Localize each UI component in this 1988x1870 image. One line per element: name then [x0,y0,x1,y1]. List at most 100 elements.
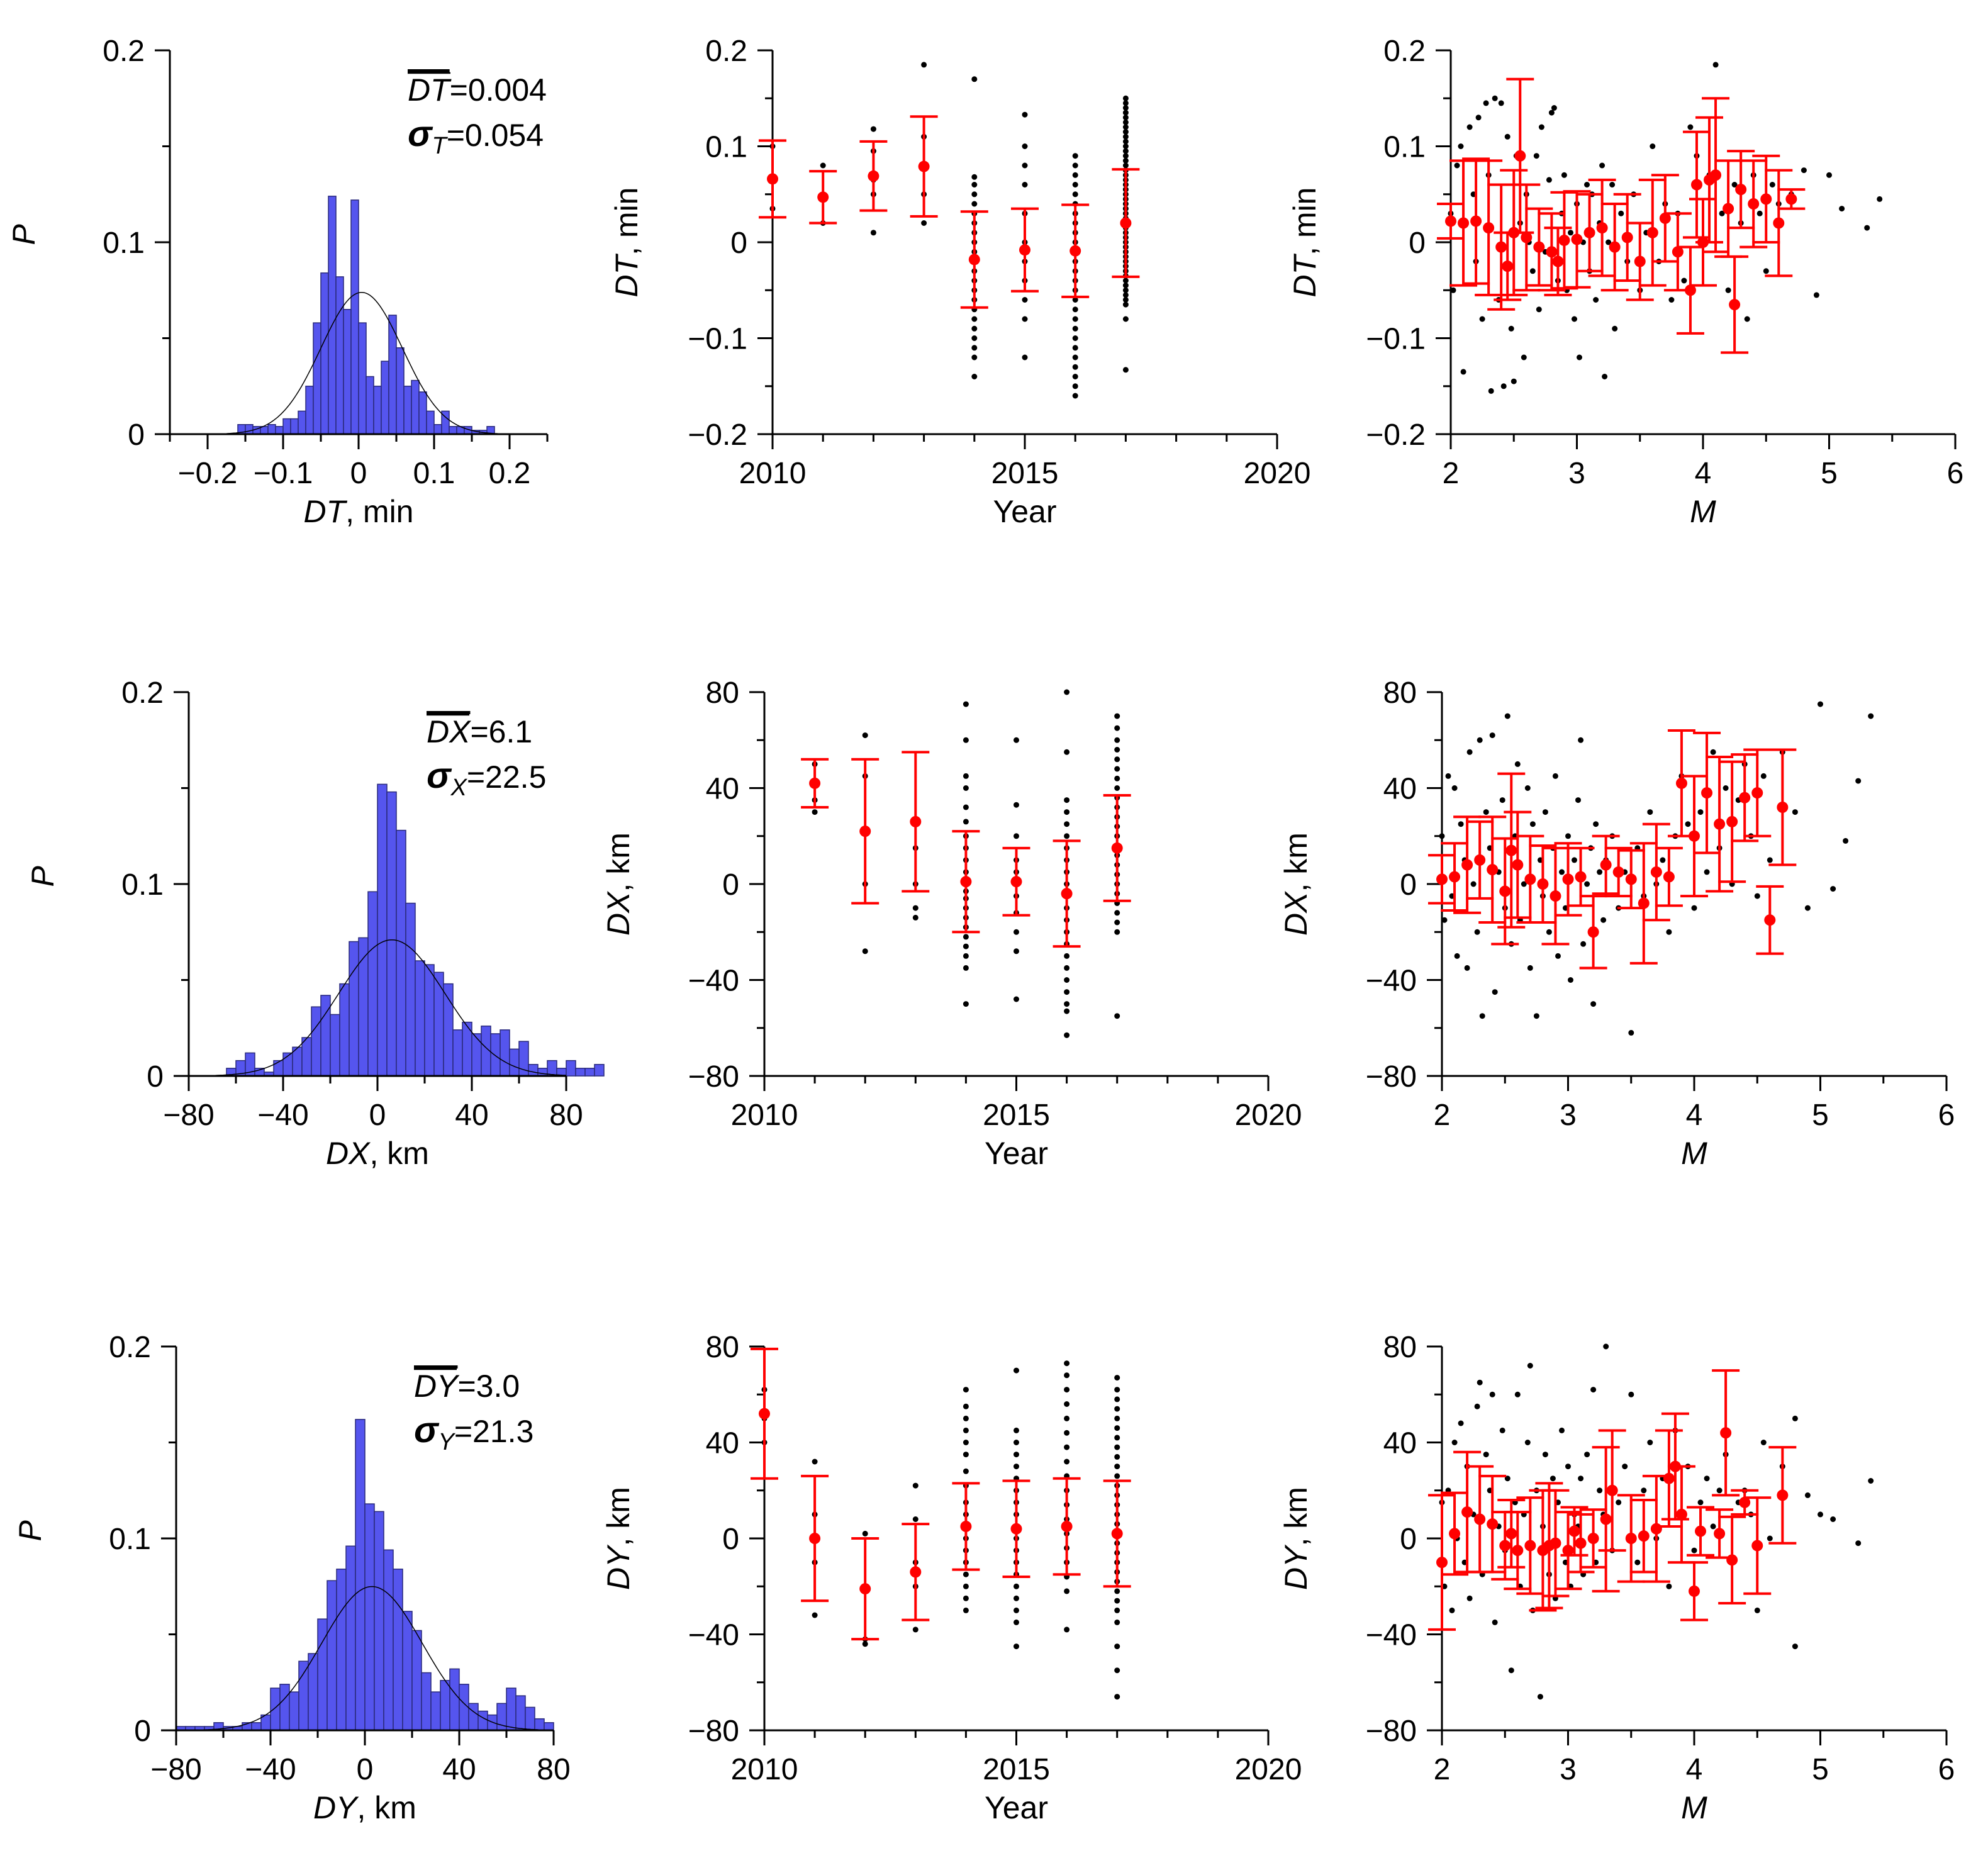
histogram-bar [421,1672,432,1731]
x-tick-label: 2 [1443,457,1460,490]
data-point [1868,1478,1874,1484]
data-point [963,1595,969,1601]
data-point [1599,162,1605,169]
data-point [1122,109,1129,116]
error-bar-mean [1751,787,1763,799]
stat-mean-value: =3.0 [457,1369,520,1404]
error-bar-mean [1487,864,1499,876]
data-point [1813,292,1819,298]
error-bar-mean [1646,227,1658,238]
data-point [1122,105,1129,111]
error-bar [1453,1450,1482,1574]
data-point [1122,301,1129,308]
data-point [1855,1540,1862,1547]
data-point [1064,1626,1070,1633]
histogram-bar [426,410,435,435]
error-bar [1441,842,1469,912]
data-point [1546,177,1552,183]
x-tick-label: 6 [1947,457,1964,490]
data-point [1122,133,1129,140]
histogram-bar [537,1068,548,1077]
data-point [1114,1435,1120,1441]
data-point [1064,1372,1070,1379]
data-point [1072,383,1078,389]
data-point [1704,1475,1710,1482]
error-bar-mean [1600,859,1612,871]
histogram-bar [251,1722,262,1731]
error-bar [1693,731,1721,854]
data-point [1508,1667,1514,1674]
x-tick-label: 0 [369,1099,386,1132]
data-point [1593,821,1599,827]
data-point [1691,905,1697,911]
error-bar-mean [1449,1528,1461,1540]
data-point [963,1468,969,1474]
histogram-bar [313,322,321,435]
error-bar [1642,822,1670,922]
error-bar-mean [1726,1554,1738,1566]
error-bar [1706,755,1734,893]
data-point [1072,153,1078,159]
x-axis-label: M [1681,1136,1707,1171]
x-tick-label: 40 [442,1753,476,1786]
error-bar [1538,212,1566,292]
data-point [1122,277,1129,284]
data-point [1818,1511,1823,1518]
y-tick-label: −0.2 [1366,418,1426,452]
error-bar-mean [1436,873,1448,885]
data-point [1064,989,1070,995]
data-point [1122,129,1129,135]
error-bar-mean [1061,1520,1073,1532]
data-point [1593,297,1599,303]
chart-mag-dt: −0.2 −0.1 0 0.1 0.2 2 3 4 5 6 M DT, min [1287,35,1963,529]
histogram-bar [452,1029,463,1077]
data-point [1064,1032,1070,1038]
data-point [1767,1535,1773,1542]
y-axis-label-variable: DY [601,1544,636,1590]
data-point [1577,354,1582,361]
error-bar [1588,178,1616,277]
data-point [1864,225,1870,231]
error-bar-mean [1735,184,1747,196]
error-bar [1466,820,1494,900]
histogram-bar [468,1703,479,1731]
data-point [971,374,978,379]
data-point [1479,1013,1485,1019]
error-bar [1579,1508,1607,1569]
data-point [1451,785,1458,791]
histogram-bar [534,1718,545,1731]
data-point [1612,325,1618,332]
data-point [1681,277,1687,284]
stat-sigma-subscript: T [432,133,449,159]
data-point [1804,1492,1811,1498]
data-point [1605,239,1612,245]
data-point [1551,105,1557,111]
histogram-bar [383,1549,394,1731]
y-tick-label: 0 [722,868,739,902]
data-point [963,1571,969,1577]
data-point [971,191,978,198]
data-point [1014,737,1019,743]
data-point [1710,1523,1716,1530]
histogram-bar [320,995,331,1077]
data-point [1064,1430,1070,1436]
data-point [1064,965,1070,971]
data-point [1500,383,1507,389]
error-bar-mean [1587,1533,1599,1544]
x-tick-label: 5 [1812,1753,1829,1786]
normal-fit-curve [188,939,567,1077]
data-point [1064,1401,1070,1407]
data-point [963,1452,969,1458]
data-point [1769,182,1775,188]
error-bar-mean [1449,871,1461,883]
y-tick-label: −0.1 [688,323,747,356]
histogram-bar [270,1688,281,1731]
error-bar-mean [1512,859,1524,871]
y-tick-label: 40 [706,1427,739,1460]
stat-sigma-value: =22.5 [467,759,547,795]
y-tick-label: −40 [688,965,739,998]
error-bar [1428,854,1456,905]
data-point [1114,1453,1120,1460]
histogram-bar [290,418,299,435]
error-bar-mean [1748,198,1760,210]
